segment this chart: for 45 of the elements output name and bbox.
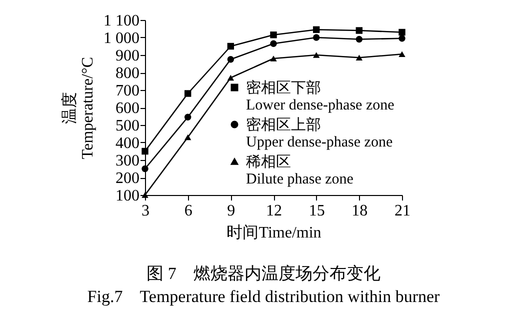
y-axis-title: 温度 Temperature/°C [60,56,96,160]
point [227,56,234,63]
text: Fig.7 Temperature field distribution within burner [87,287,440,306]
x-tick-label: 9 [227,202,236,220]
point [270,56,277,62]
point [398,28,406,36]
y-tick-label: 1 100 [104,12,140,30]
y-tick-label: 500 [116,118,140,134]
legend-label: 稀相区 Dilute phase zone [246,154,354,188]
y-tick-label: 400 [116,135,140,152]
x-tick-label: 21 [394,202,410,220]
point [227,74,234,81]
x-tick-label: 15 [308,202,325,220]
point [270,40,277,47]
point [184,134,192,140]
y-tick-label: 300 [116,152,140,170]
point [398,51,406,58]
legend-label: 密相区下部 Lower dense-phase zone [246,80,395,114]
y-tick-label: 700 [116,82,140,100]
point [184,114,192,120]
point [142,165,148,172]
x-tick-label: 3 [142,202,150,220]
point [312,26,320,33]
x-axis-title: 时间Time/min [226,224,322,242]
x-tick-label: 6 [184,202,192,220]
y-tick-label: 100 [116,188,140,204]
point [142,148,148,155]
y-tick-label: 800 [116,65,140,82]
point [356,54,363,61]
x-tick-label: 12 [266,202,282,220]
point [356,27,363,34]
y-tick-label: 600 [116,100,140,117]
point [312,34,320,41]
y-tick-label: 1 000 [104,30,140,47]
point [312,52,320,58]
x-tick-label: 18 [352,202,368,220]
y-tick-label: 200 [116,170,140,187]
legend-label: 密相区上部 Upper dense-phase zone [246,116,393,150]
point [227,42,234,50]
point [398,35,406,42]
point [270,32,277,38]
point [356,36,363,43]
y-tick-label: 900 [116,48,140,64]
point [184,90,192,97]
text: 图 7 燃烧器内温度场分布变化 [146,264,380,283]
